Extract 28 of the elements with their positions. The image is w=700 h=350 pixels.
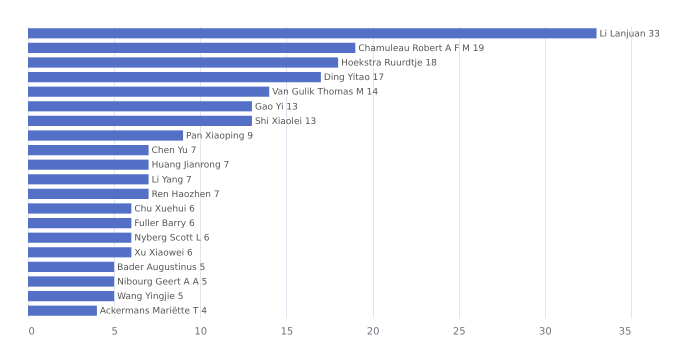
y-tick-label: Nibourg Geert A A 5 (117, 278, 208, 288)
y-tick-label: Hoekstra Ruurdtje 18 (341, 58, 438, 68)
y-tick-label: Chen Yu 7 (152, 146, 196, 156)
y-tick-label: Huang Jianrong 7 (152, 160, 230, 171)
x-tick-label: 20 (366, 326, 380, 338)
y-tick-label: Li Yang 7 (152, 175, 192, 186)
y-tick-label: Li Lanjuan 33 (600, 29, 660, 40)
y-tick-label: Bader Augustinus 5 (117, 262, 206, 273)
y-tick-label: Van Gulik Thomas M 14 (272, 88, 378, 98)
y-tick-label: Gao Yi 13 (254, 102, 298, 112)
x-tick-label: 10 (194, 326, 208, 338)
y-tick-label: Fuller Barry 6 (134, 219, 195, 230)
y-tick-label: Ackermans Mariëtte T 4 (100, 306, 208, 317)
y-tick-label: Nyberg Scott L 6 (134, 234, 210, 244)
x-tick-label: 30 (538, 326, 552, 338)
x-tick-label: 0 (28, 326, 35, 338)
x-tick-label: 35 (618, 326, 632, 338)
y-tick-label: Chamuleau Robert A F M 19 (358, 44, 485, 54)
y-tick-label: Xu Xiaowei 6 (134, 248, 194, 258)
y-tick-label: Shi Xiaolei 13 (254, 116, 316, 127)
x-tick-label: 15 (280, 326, 294, 338)
y-tick-label: Wang Yingjie 5 (117, 292, 184, 302)
x-tick-label: 25 (452, 326, 466, 338)
x-tick-label: 5 (111, 326, 118, 338)
y-tick-label: Pan Xiaoping 9 (186, 132, 254, 142)
y-tick-label: Ding Yitao 17 (324, 73, 384, 84)
y-tick-label: Ren Haozhen 7 (152, 190, 220, 200)
y-tick-label: Chu Xuehui 6 (134, 204, 196, 214)
